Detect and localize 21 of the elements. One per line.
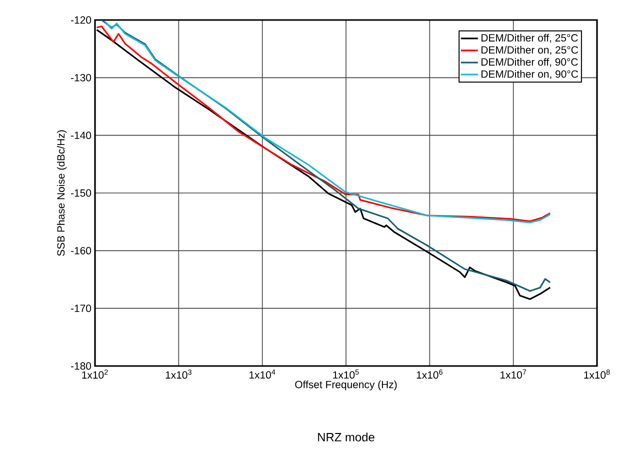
y-tick-label: -180: [71, 362, 92, 370]
x-tick-label: 1x10$^{4}$: [250, 370, 276, 379]
x-axis-title: Offset Frequency (Hz): [295, 380, 397, 390]
y-tick-label: -160: [71, 246, 92, 254]
y-tick-label: -130: [71, 74, 92, 82]
legend-label: DEM/Dither on, 25°C: [482, 46, 578, 55]
y-tick-label: -170: [71, 304, 92, 312]
x-tick-label: 1x10$^{2}$: [82, 370, 108, 379]
x-tick-label: 1x10$^{8}$: [584, 370, 610, 379]
y-tick-label: -120: [71, 16, 92, 24]
x-tick-label: 1x10$^{3}$: [166, 370, 192, 379]
x-tick-label: 1x10$^{5}$: [333, 370, 359, 379]
text: NRZ mode: [318, 432, 374, 442]
x-tick-label: 1x10$^{6}$: [416, 370, 442, 379]
y-axis-title: SSB Phase Noise (dBc/Hz): [56, 130, 67, 256]
legend-label: DEM/Dither off, 90°C: [482, 58, 578, 67]
y-tick-label: -140: [71, 132, 92, 140]
y-tick-label: -150: [71, 189, 92, 197]
x-tick-label: 1x10$^{7}$: [500, 370, 526, 379]
legend-label: DEM/Dither off, 25°C: [482, 34, 578, 43]
legend-label: DEM/Dither on, 90°C: [482, 70, 578, 79]
